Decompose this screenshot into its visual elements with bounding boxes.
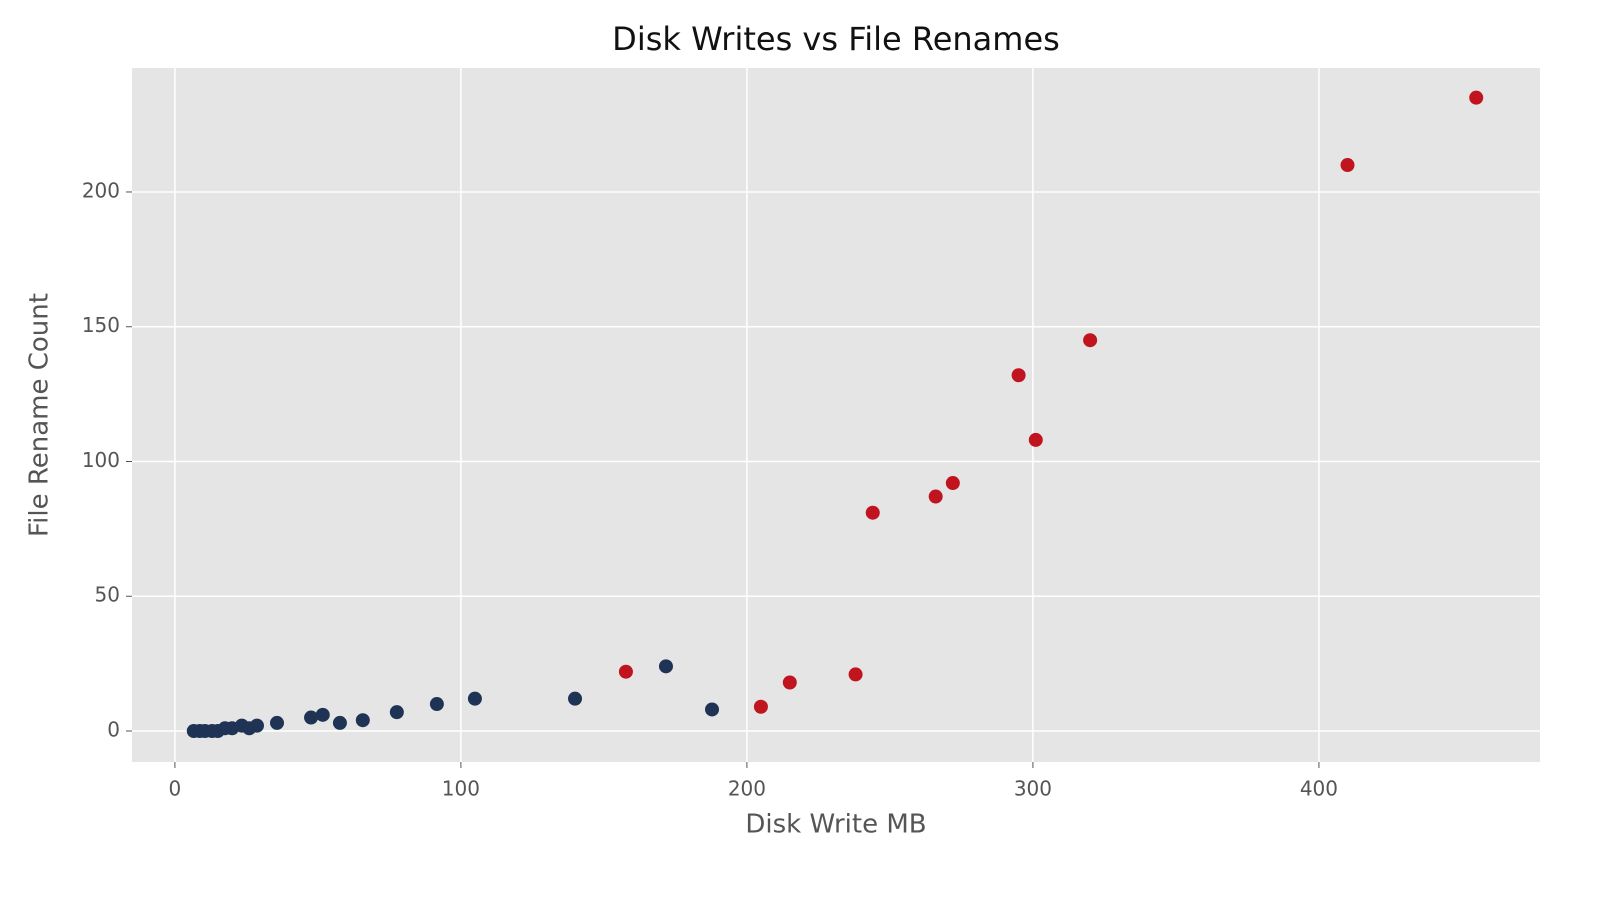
- x-tick-label: 0: [169, 777, 182, 801]
- y-tick-label: 100: [82, 448, 120, 472]
- point: [658, 659, 673, 674]
- y-tick-label: 150: [82, 313, 120, 337]
- point: [865, 505, 880, 520]
- plot-area: [132, 68, 1540, 762]
- point: [389, 705, 404, 720]
- point: [618, 664, 633, 679]
- x-axis-label: Disk Write MB: [745, 810, 926, 840]
- point: [249, 718, 264, 733]
- point: [782, 675, 797, 690]
- point: [945, 476, 960, 491]
- point: [568, 691, 583, 706]
- x-tick-label: 400: [1300, 777, 1338, 801]
- point: [429, 697, 444, 712]
- point: [332, 715, 347, 730]
- point: [355, 713, 370, 728]
- point: [753, 699, 768, 714]
- point: [1083, 333, 1098, 348]
- y-axis-label: File Rename Count: [25, 293, 55, 537]
- point: [1469, 90, 1484, 105]
- point: [1011, 368, 1026, 383]
- point: [315, 707, 330, 722]
- point: [304, 710, 319, 725]
- x-tick-label: 200: [728, 777, 766, 801]
- y-tick-label: 50: [95, 583, 120, 607]
- y-tick-label: 0: [107, 718, 120, 742]
- x-tick-label: 100: [442, 777, 480, 801]
- point: [705, 702, 720, 717]
- point: [1340, 158, 1355, 173]
- point: [1028, 432, 1043, 447]
- chart-title: Disk Writes vs File Renames: [612, 20, 1060, 58]
- point: [848, 667, 863, 682]
- point: [270, 715, 285, 730]
- y-tick-label: 200: [82, 178, 120, 202]
- point: [467, 691, 482, 706]
- x-tick-label: 300: [1014, 777, 1052, 801]
- point: [928, 489, 943, 504]
